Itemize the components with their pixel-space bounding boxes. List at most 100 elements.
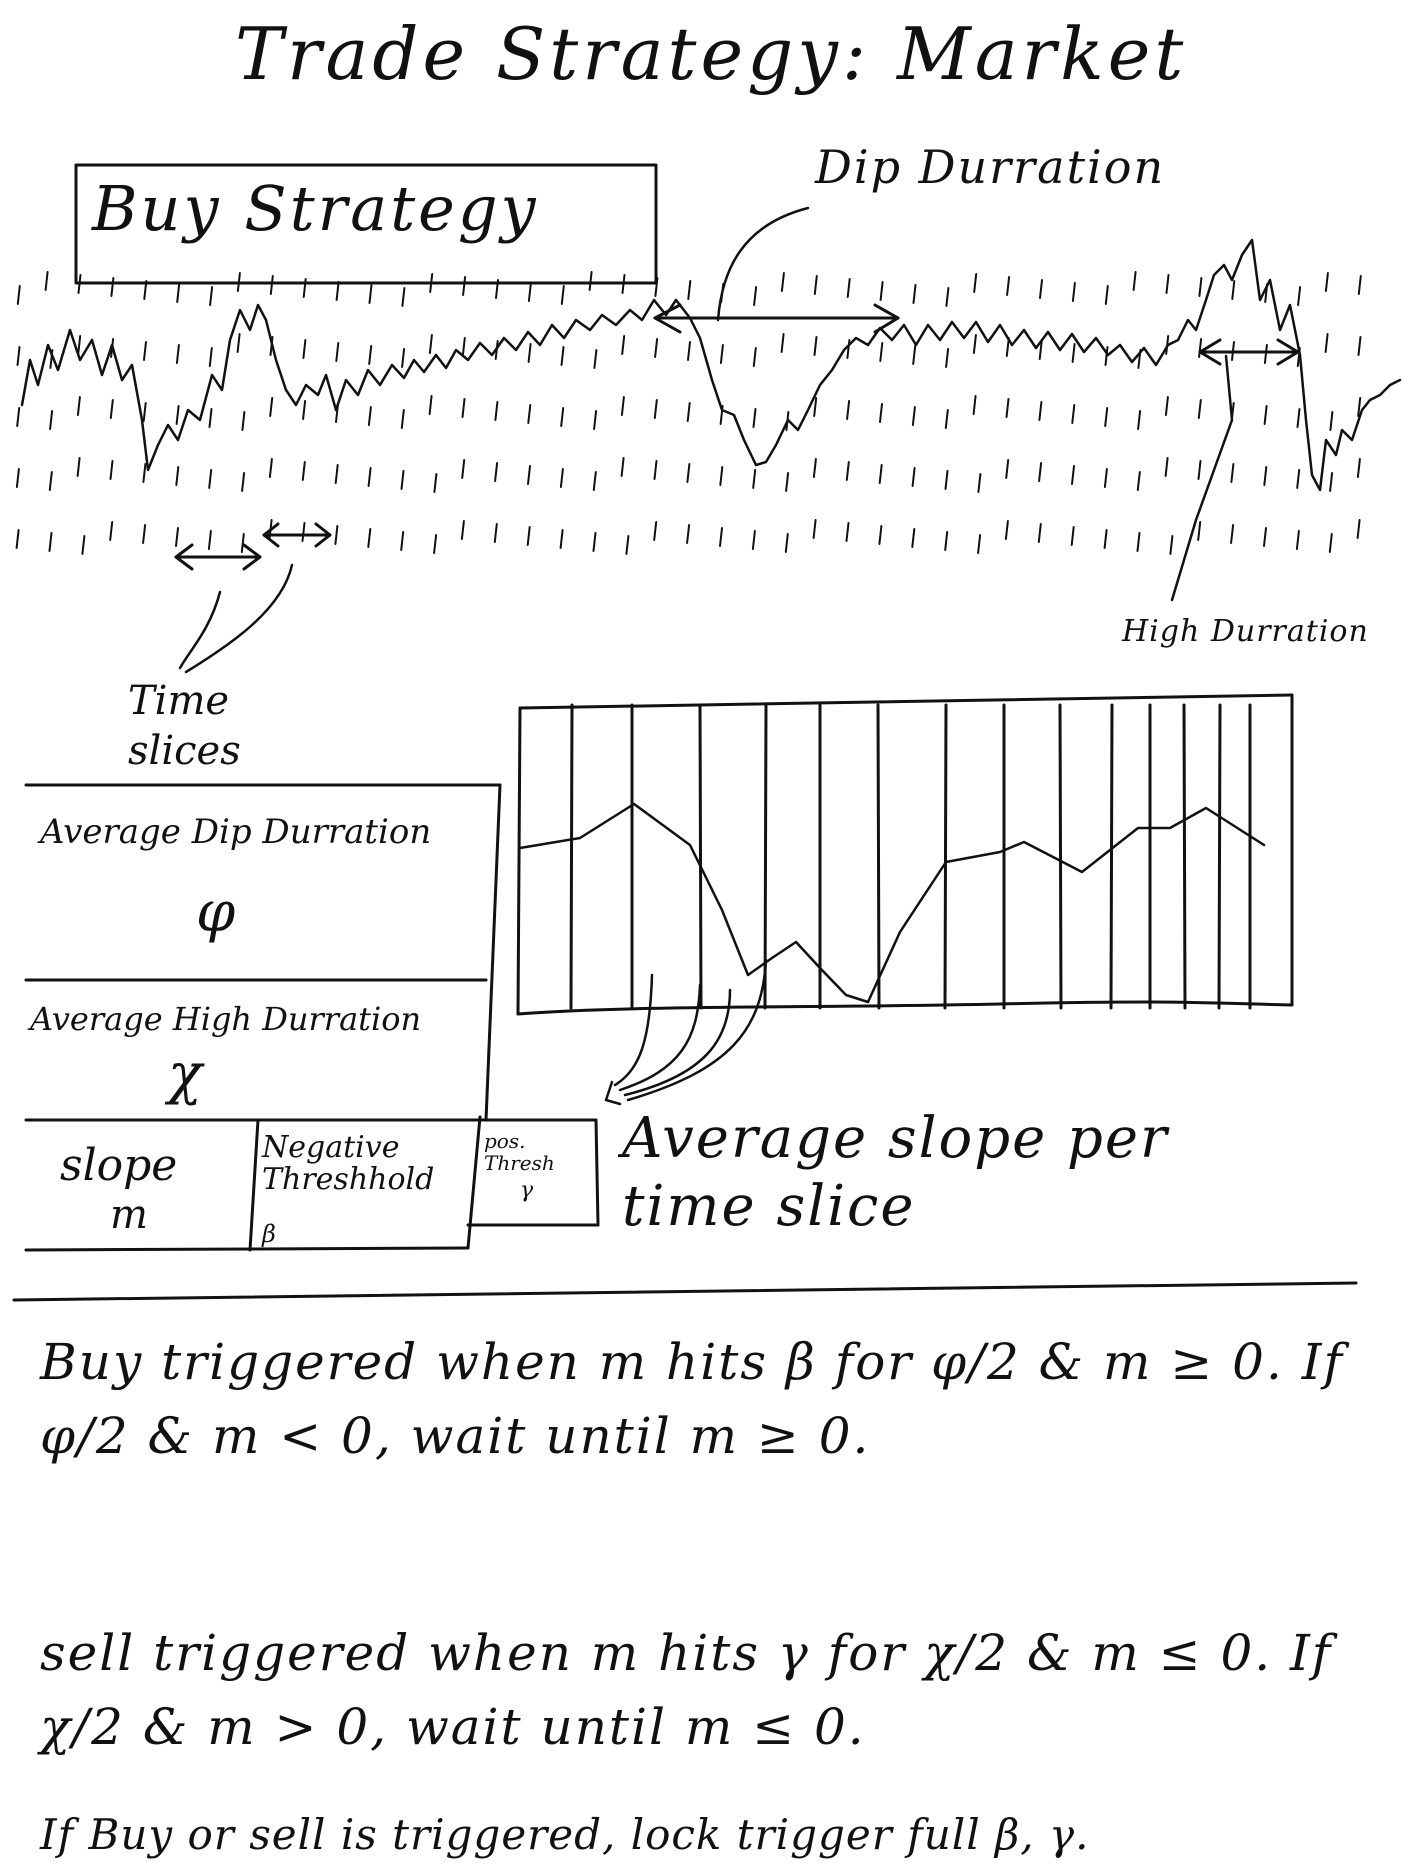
time-slice-tick — [428, 395, 433, 415]
time-slice-tick — [1329, 472, 1334, 492]
time-slice-tick — [621, 274, 626, 294]
time-slice-tick — [461, 398, 466, 418]
time-slice-tick — [1164, 396, 1169, 416]
time-slice-tick — [1071, 282, 1076, 302]
time-slice-tick — [109, 399, 114, 419]
average-slope-line — [518, 802, 1266, 1004]
time-slice-tick — [752, 347, 757, 367]
time-slice-tick — [813, 275, 818, 295]
time-slice-tick — [462, 276, 467, 296]
time-slice-tick — [751, 530, 756, 550]
time-slice-tick — [845, 522, 850, 542]
time-slice-tick — [269, 397, 274, 417]
buy-strategy-box — [74, 163, 658, 285]
time-slice-tick — [879, 342, 884, 362]
time-slice-tick — [400, 409, 405, 429]
time-slice-tick — [1356, 458, 1361, 478]
time-slice-tick — [142, 524, 147, 544]
time-slice-tick — [1295, 530, 1300, 550]
time-slice-tick — [494, 462, 499, 482]
time-slice-tick — [879, 281, 884, 301]
time-slice-tick — [559, 468, 564, 488]
positive-threshold-symbol: γ — [520, 1178, 534, 1203]
time-slice-tick — [780, 272, 785, 292]
time-slice-tick — [593, 349, 598, 369]
time-slice-tick — [1263, 405, 1268, 425]
time-slice-tick — [944, 470, 949, 490]
dip-duration-arrow — [653, 206, 900, 334]
time-slice-tick — [334, 525, 339, 545]
time-slice-tick — [719, 466, 724, 486]
time-slice-tick — [1132, 271, 1137, 291]
time-slice-tick — [1104, 407, 1109, 427]
time-slice-tick — [428, 334, 433, 354]
time-slice-tick — [780, 333, 785, 353]
time-slice-tick — [368, 345, 373, 365]
average-slope-label: Average slope per time slice — [622, 1106, 1169, 1239]
time-slice-tick — [241, 472, 246, 492]
slope-chart-slice-line — [1182, 703, 1187, 1010]
negative-threshold-symbol: β — [262, 1220, 276, 1248]
time-slice-tick — [77, 274, 82, 294]
time-slice-tick — [1038, 340, 1043, 360]
time-slice-tick — [367, 406, 372, 426]
time-slice-tick — [368, 284, 373, 304]
time-slice-tick — [945, 348, 950, 368]
time-slice-tick — [175, 344, 180, 364]
time-slice-tick — [944, 409, 949, 429]
slope-chart — [516, 693, 1294, 1106]
time-slice-tick — [845, 461, 850, 481]
time-slice-tick — [236, 333, 241, 353]
time-slice-tick — [401, 348, 406, 368]
time-slice-tick — [911, 528, 916, 548]
time-slice-tick — [269, 275, 274, 295]
time-slice-tick — [620, 457, 625, 477]
time-slice-tick — [207, 530, 212, 550]
time-slice-tick — [1164, 457, 1169, 477]
time-slice-tick — [16, 285, 21, 305]
avg-high-duration-label: Average High Durration — [30, 1000, 422, 1038]
time-slice-tick — [1231, 280, 1236, 300]
time-slice-tick — [1006, 276, 1011, 296]
time-slice-tick — [560, 285, 565, 305]
time-slice-tick — [110, 277, 115, 297]
time-slice-tick — [175, 527, 179, 547]
time-slice-tick — [878, 525, 883, 545]
time-slice-tick — [1296, 408, 1301, 428]
slope-chart-slice-line — [1058, 703, 1063, 1010]
time-slice-tick — [972, 395, 977, 415]
time-slice-tick — [1263, 527, 1267, 547]
time-slice-tick — [302, 278, 307, 298]
time-slice-tick — [1324, 272, 1329, 292]
time-slice-tick — [687, 280, 692, 300]
time-slice-tick — [1357, 397, 1362, 417]
time-slice-tick — [401, 287, 406, 307]
time-slice-tick — [76, 396, 81, 416]
time-slice-tick — [1005, 398, 1010, 418]
time-slice-tick — [335, 342, 340, 362]
dip-duration-label: Dip Durration — [815, 140, 1166, 194]
time-slice-tick — [653, 521, 658, 541]
time-slice-tick — [16, 346, 21, 366]
time-slice-tick — [44, 271, 49, 291]
market-price-line — [20, 238, 1402, 492]
time-slice-tick — [1230, 463, 1235, 483]
time-slice-tick — [301, 461, 306, 481]
time-slice-tick — [719, 527, 723, 547]
time-slice-tick — [813, 336, 818, 356]
time-slice-tick — [367, 467, 372, 487]
time-slice-tick — [301, 522, 306, 542]
time-slice-tick — [1230, 524, 1235, 544]
time-slice-tick — [654, 338, 659, 358]
time-slice-tick — [1137, 410, 1142, 430]
time-slice-tick — [653, 399, 658, 419]
time-slice-tick — [945, 287, 950, 307]
positive-threshold-label: pos. Thresh — [484, 1129, 555, 1175]
time-slices-label: Time slices — [128, 678, 241, 774]
time-slice-tick — [625, 535, 630, 555]
time-slice-tick — [1198, 277, 1203, 297]
slope-chart-slice-line — [569, 703, 574, 1010]
time-slice-tick — [846, 400, 851, 420]
time-slice-tick — [76, 457, 81, 477]
time-slice-tick — [1357, 336, 1362, 356]
